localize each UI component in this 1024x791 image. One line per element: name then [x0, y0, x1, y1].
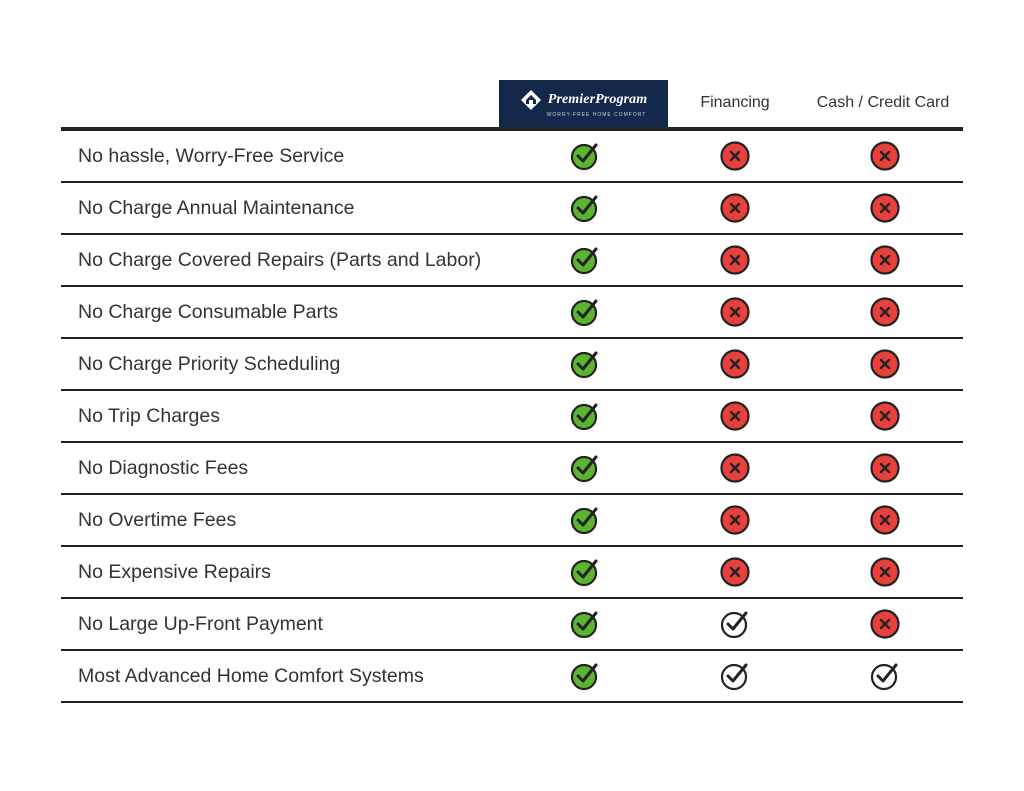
- red-x-icon: [719, 452, 751, 484]
- row-label: No Expensive Repairs: [78, 561, 271, 583]
- red-x-icon: [719, 192, 751, 224]
- logo-tagline: WORRY-FREE HOME COMFORT: [546, 112, 647, 118]
- outline-check-icon: [719, 608, 751, 640]
- table-row: No Trip Charges: [61, 391, 963, 443]
- red-x-icon: [869, 400, 901, 432]
- table-row: Most Advanced Home Comfort Systems: [61, 651, 963, 703]
- red-x-icon: [869, 452, 901, 484]
- red-x-icon: [719, 400, 751, 432]
- red-x-icon: [869, 140, 901, 172]
- outline-check-icon: [719, 660, 751, 692]
- table-body: No hassle, Worry-Free Service No Charge A…: [61, 131, 963, 703]
- green-check-icon: [569, 192, 601, 224]
- red-x-icon: [869, 608, 901, 640]
- row-label: Most Advanced Home Comfort Systems: [78, 665, 424, 687]
- row-label: No Charge Priority Scheduling: [78, 353, 341, 375]
- outline-check-icon: [869, 660, 901, 692]
- premier-program-logo: PremierProgram WORRY-FREE HOME COMFORT: [499, 80, 668, 127]
- red-x-icon: [869, 192, 901, 224]
- red-x-icon: [869, 348, 901, 380]
- table-row: No Overtime Fees: [61, 495, 963, 547]
- table-header: PremierProgram WORRY-FREE HOME COMFORT F…: [61, 80, 963, 127]
- green-check-icon: [569, 296, 601, 328]
- red-x-icon: [869, 556, 901, 588]
- row-label: No Trip Charges: [78, 405, 220, 427]
- green-check-icon: [569, 348, 601, 380]
- column-header-cash-credit-card: Cash / Credit Card: [816, 94, 950, 111]
- red-x-icon: [869, 504, 901, 536]
- table-row: No Charge Consumable Parts: [61, 287, 963, 339]
- green-check-icon: [569, 452, 601, 484]
- green-check-icon: [569, 660, 601, 692]
- red-x-icon: [719, 244, 751, 276]
- column-header-financing: Financing: [700, 94, 770, 111]
- table-row: No Charge Covered Repairs (Parts and Lab…: [61, 235, 963, 287]
- row-label: No Charge Covered Repairs (Parts and Lab…: [78, 249, 482, 271]
- table-row: No Charge Priority Scheduling: [61, 339, 963, 391]
- red-x-icon: [869, 296, 901, 328]
- green-check-icon: [569, 608, 601, 640]
- red-x-icon: [719, 556, 751, 588]
- red-x-icon: [719, 296, 751, 328]
- comparison-table: PremierProgram WORRY-FREE HOME COMFORT F…: [61, 80, 963, 703]
- red-x-icon: [719, 504, 751, 536]
- table-row: No hassle, Worry-Free Service: [61, 131, 963, 183]
- table-row: No Large Up-Front Payment: [61, 599, 963, 651]
- row-label: No Charge Consumable Parts: [78, 301, 339, 323]
- row-label: No hassle, Worry-Free Service: [78, 145, 345, 167]
- red-x-icon: [869, 244, 901, 276]
- logo-title: PremierProgram: [547, 92, 648, 107]
- green-check-icon: [569, 244, 601, 276]
- green-check-icon: [569, 140, 601, 172]
- row-label: No Large Up-Front Payment: [78, 613, 323, 635]
- table-row: No Diagnostic Fees: [61, 443, 963, 495]
- table-row: No Charge Annual Maintenance: [61, 183, 963, 235]
- table-row: No Expensive Repairs: [61, 547, 963, 599]
- row-label: No Overtime Fees: [78, 509, 237, 531]
- green-check-icon: [569, 556, 601, 588]
- green-check-icon: [569, 400, 601, 432]
- red-x-icon: [719, 140, 751, 172]
- logo-row: PremierProgram: [520, 89, 647, 111]
- header-rule: [61, 127, 963, 131]
- row-label: No Diagnostic Fees: [78, 457, 249, 479]
- red-x-icon: [719, 348, 751, 380]
- house-diamond-icon: [520, 90, 541, 110]
- row-label: No Charge Annual Maintenance: [78, 197, 355, 219]
- green-check-icon: [569, 504, 601, 536]
